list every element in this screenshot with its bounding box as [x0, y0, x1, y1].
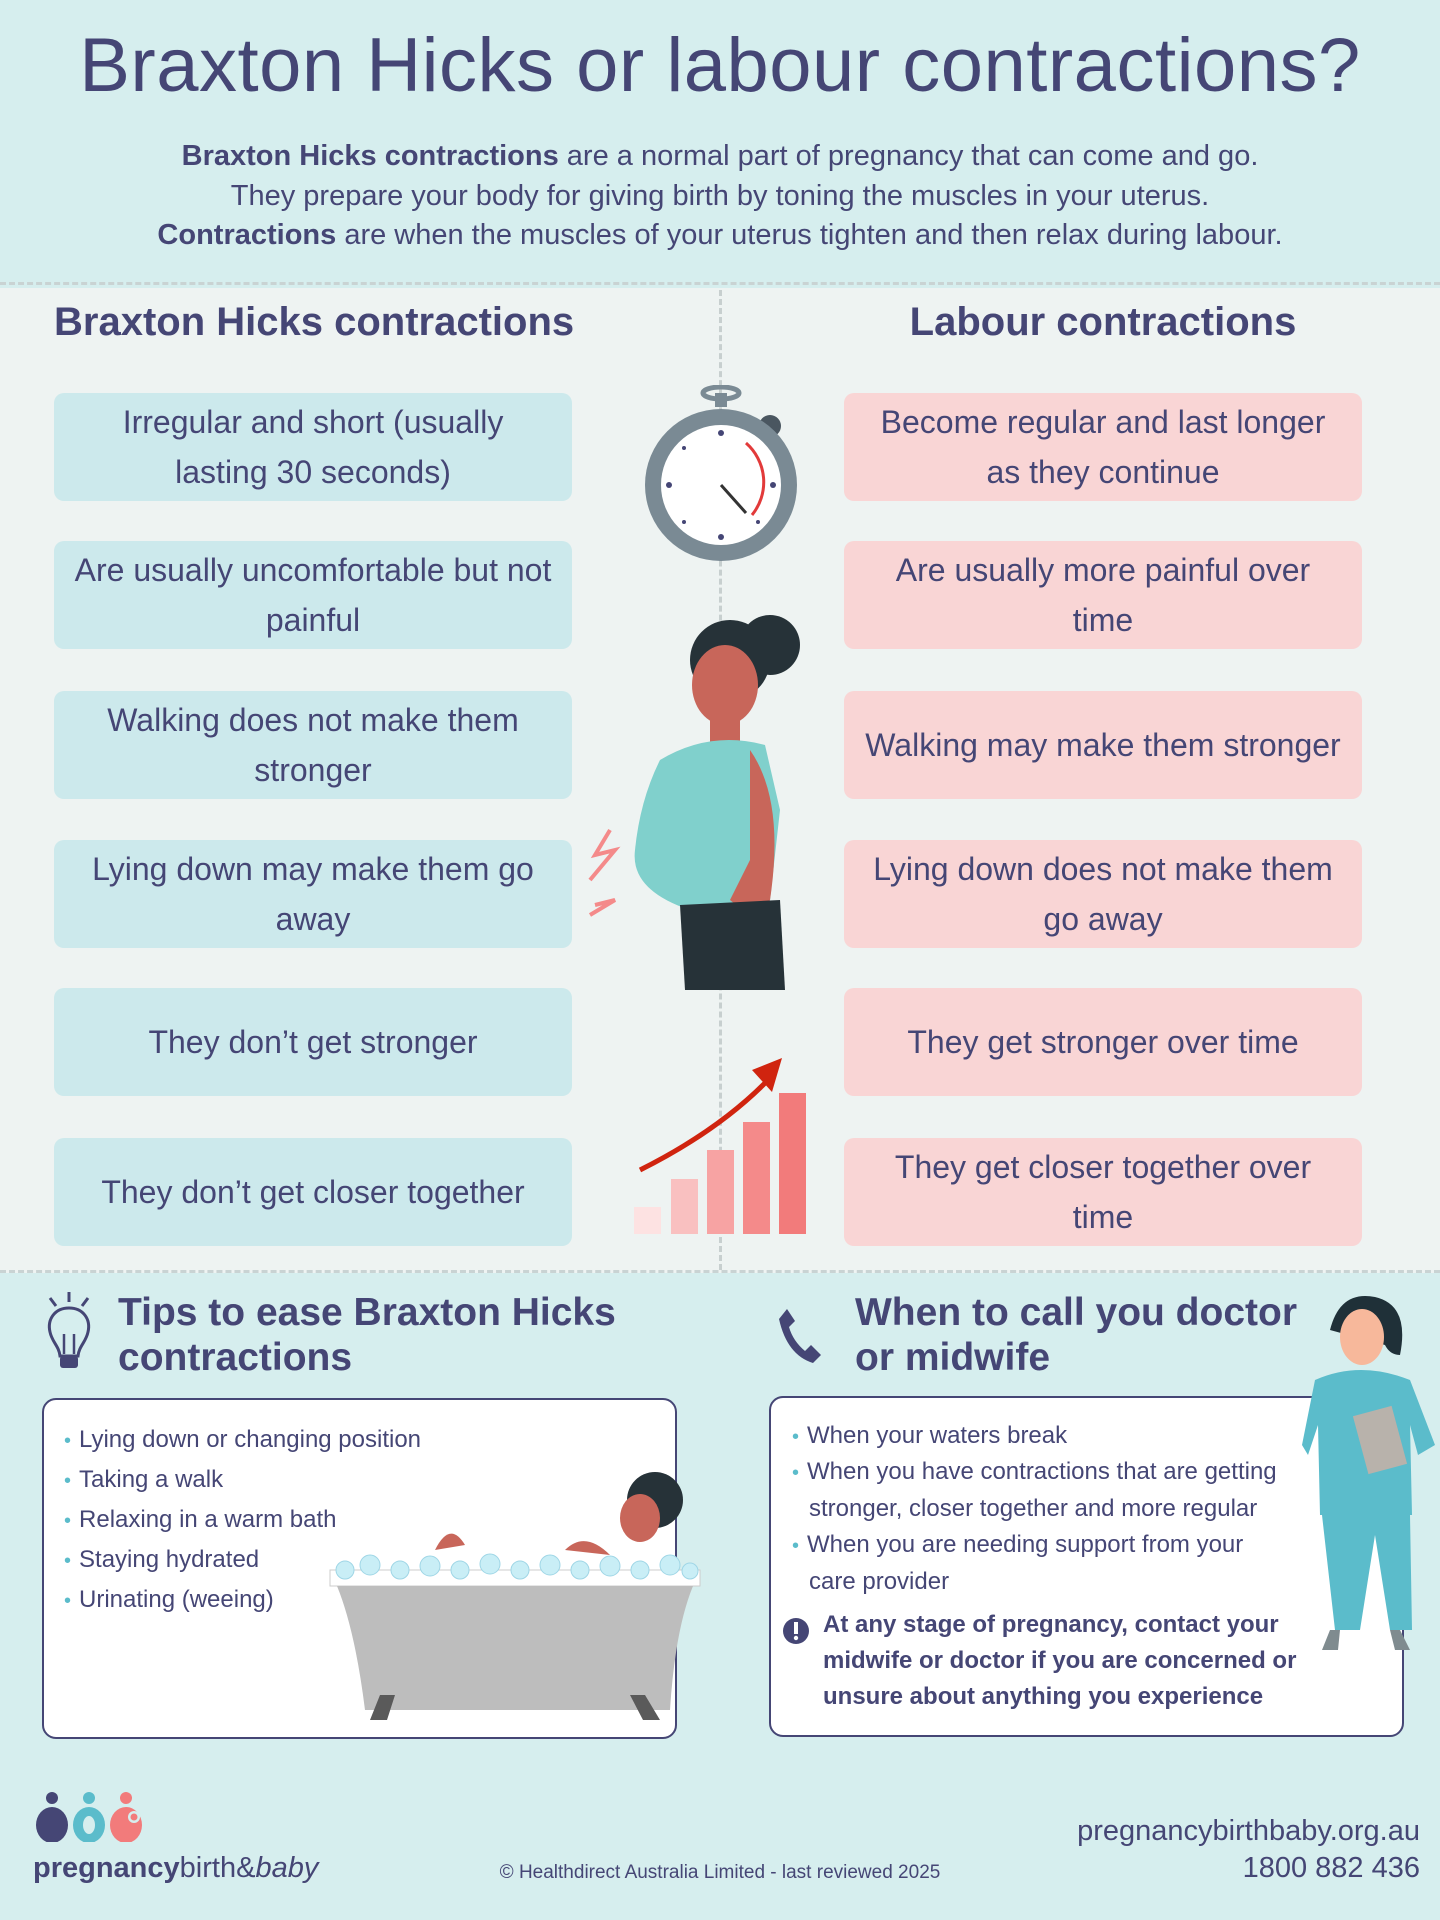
- pregnancy-birth-baby-logo-icon: [36, 1792, 142, 1842]
- page-title: Braxton Hicks or labour contractions?: [79, 23, 1361, 108]
- call-item: When you are needing support from your c…: [792, 1527, 1282, 1600]
- tip-item: Taking a walk: [64, 1462, 223, 1499]
- pregnant-woman-illustration: [588, 615, 800, 990]
- intro-line-3: Contractions are when the muscles of you…: [0, 219, 1440, 252]
- labour-item: Become regular and last longer as they c…: [844, 393, 1362, 501]
- logo-italic: baby: [255, 1852, 319, 1884]
- logo-bold: pregnancy: [33, 1852, 180, 1884]
- website-link[interactable]: pregnancybirthbaby.org.au: [1077, 1815, 1420, 1847]
- tip-item: Relaxing in a warm bath: [64, 1502, 336, 1539]
- phone-number[interactable]: 1800 882 436: [1242, 1852, 1420, 1884]
- growth-bar-chart-icon: [634, 1058, 806, 1234]
- logo-wordmark: pregnancybirth&baby: [33, 1852, 318, 1885]
- call-heading: When to call you doctor or midwife: [855, 1291, 1298, 1379]
- braxton-hicks-item: Lying down may make them go away: [54, 840, 572, 948]
- intro-line-2: They prepare your body for giving birth …: [0, 180, 1440, 213]
- braxton-hicks-item: They don’t get stronger: [54, 988, 572, 1096]
- labour-item: Lying down does not make them go away: [844, 840, 1362, 948]
- right-column-heading: Labour contractions: [909, 300, 1297, 344]
- tip-item: Staying hydrated: [64, 1542, 259, 1579]
- logo-mid: birth&: [179, 1852, 256, 1884]
- call-item: When you have contractions that are gett…: [792, 1454, 1322, 1527]
- labour-item: They get stronger over time: [844, 988, 1362, 1096]
- copyright: © Healthdirect Australia Limited - last …: [499, 1862, 941, 1883]
- tip-item: Lying down or changing position: [64, 1422, 421, 1459]
- labour-item: Walking may make them stronger: [844, 691, 1362, 799]
- lightbulb-icon: [47, 1292, 91, 1368]
- braxton-hicks-item: Irregular and short (usually lasting 30 …: [54, 393, 572, 501]
- stopwatch-icon: [645, 385, 797, 561]
- intro-bold: Braxton Hicks contractions: [181, 140, 559, 172]
- midwife-illustration: [1302, 1295, 1435, 1650]
- tip-item: Urinating (weeing): [64, 1582, 274, 1619]
- header-band: [0, 0, 1440, 285]
- warning-text: At any stage of pregnancy, contact your …: [823, 1611, 1297, 1710]
- intro-text: They prepare your body for giving birth …: [230, 180, 1210, 212]
- labour-item: They get closer together over time: [844, 1138, 1362, 1246]
- phone-icon: [779, 1309, 821, 1363]
- woman-in-bath-illustration: [329, 1472, 701, 1720]
- labour-item: Are usually more painful over time: [844, 541, 1362, 649]
- braxton-hicks-item: Walking does not make them stronger: [54, 691, 572, 799]
- braxton-hicks-item: They don’t get closer together: [54, 1138, 572, 1246]
- intro-text: are a normal part of pregnancy that can …: [558, 140, 1259, 172]
- intro-line-1: Braxton Hicks contractions are a normal …: [0, 140, 1440, 173]
- left-column-heading: Braxton Hicks contractions: [54, 300, 575, 344]
- call-item: When your waters break: [792, 1418, 1067, 1455]
- tips-heading: Tips to ease Braxton Hicks contractions: [118, 1291, 616, 1379]
- intro-text: are when the muscles of your uterus tigh…: [336, 219, 1283, 251]
- intro-bold: Contractions: [157, 219, 337, 251]
- exclamation-icon: [783, 1618, 809, 1644]
- braxton-hicks-item: Are usually uncomfortable but not painfu…: [54, 541, 572, 649]
